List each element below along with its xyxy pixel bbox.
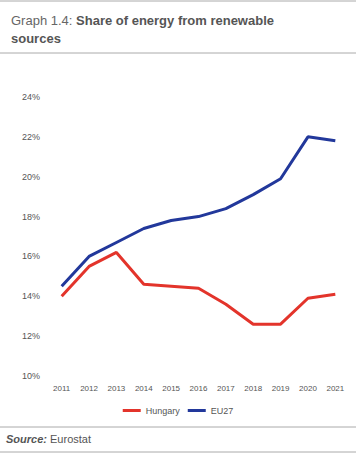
svg-text:22%: 22%	[22, 132, 40, 142]
svg-text:2021: 2021	[326, 384, 344, 393]
svg-text:14%: 14%	[22, 291, 40, 301]
svg-text:Hungary: Hungary	[146, 406, 181, 416]
svg-text:2017: 2017	[217, 384, 235, 393]
svg-text:2018: 2018	[244, 384, 262, 393]
svg-text:Eurostat: Eurostat	[47, 433, 91, 445]
svg-text:2012: 2012	[80, 384, 98, 393]
svg-text:Graph 1.4:: Graph 1.4:	[11, 13, 72, 28]
svg-text:2015: 2015	[162, 384, 180, 393]
svg-text:24%: 24%	[22, 92, 40, 102]
svg-text:18%: 18%	[22, 212, 40, 222]
svg-text:12%: 12%	[22, 331, 40, 341]
svg-text:Share of energy from renewable: Share of energy from renewable	[72, 13, 277, 28]
svg-text:2014: 2014	[135, 384, 153, 393]
svg-text:2013: 2013	[108, 384, 126, 393]
svg-text:2019: 2019	[272, 384, 290, 393]
svg-text:2016: 2016	[190, 384, 208, 393]
svg-text:16%: 16%	[22, 251, 40, 261]
svg-text:sources: sources	[11, 31, 61, 46]
svg-text:2011: 2011	[53, 384, 71, 393]
svg-text:Source:: Source:	[6, 433, 47, 445]
svg-text:EU27: EU27	[211, 406, 234, 416]
svg-text:10%: 10%	[22, 371, 40, 381]
svg-text:20%: 20%	[22, 172, 40, 182]
svg-text:2020: 2020	[299, 384, 317, 393]
